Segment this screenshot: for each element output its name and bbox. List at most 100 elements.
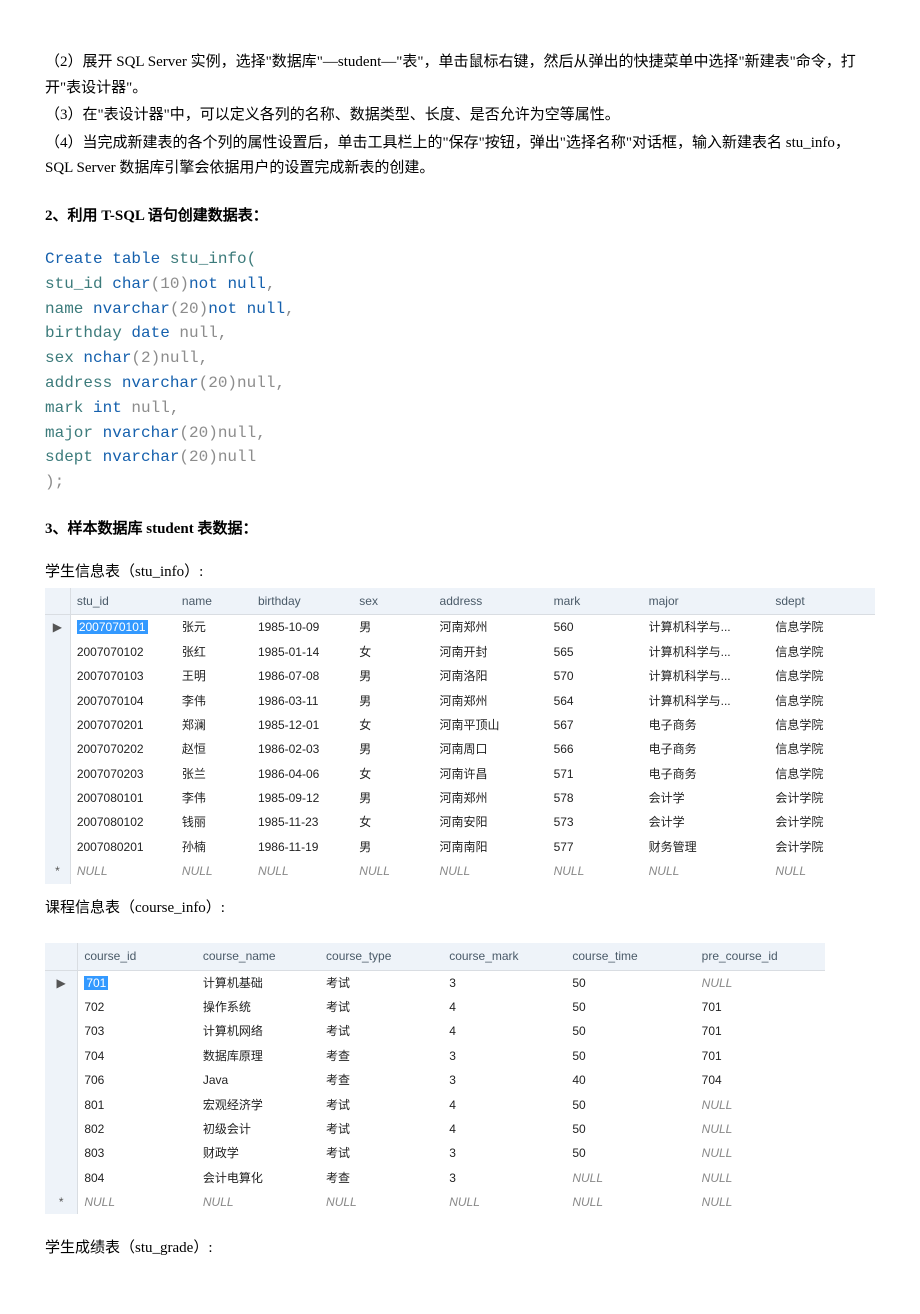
table-cell[interactable]: 计算机科学与...	[643, 664, 770, 688]
table-cell[interactable]: 计算机科学与...	[643, 615, 770, 640]
table-cell[interactable]: NULL	[769, 859, 875, 883]
table-cell[interactable]: NULL	[548, 859, 643, 883]
table-cell[interactable]: 4	[443, 1093, 566, 1117]
table-cell[interactable]: 赵恒	[176, 737, 252, 761]
table-cell[interactable]: 802	[78, 1117, 197, 1141]
table-cell[interactable]: 570	[548, 664, 643, 688]
table-cell[interactable]: 803	[78, 1141, 197, 1165]
table-cell[interactable]: 女	[353, 810, 433, 834]
table-cell[interactable]: 4	[443, 995, 566, 1019]
table-cell[interactable]: 50	[566, 1044, 695, 1068]
column-header[interactable]: major	[643, 588, 770, 615]
table-cell[interactable]: 50	[566, 1019, 695, 1043]
table-cell[interactable]: 50	[566, 1141, 695, 1165]
table-cell[interactable]: 操作系统	[197, 995, 320, 1019]
table-row[interactable]: 2007070203张兰1986-04-06女河南许昌571电子商务信息学院	[45, 762, 875, 786]
table-row[interactable]: 2007080101李伟1985-09-12男河南郑州578会计学会计学院	[45, 786, 875, 810]
table-row[interactable]: 706Java考查340704	[45, 1068, 825, 1092]
table-cell[interactable]: 会计学院	[769, 786, 875, 810]
table-cell[interactable]: 电子商务	[643, 713, 770, 737]
table-cell[interactable]: 40	[566, 1068, 695, 1092]
table-cell[interactable]: 571	[548, 762, 643, 786]
table-cell[interactable]: 河南开封	[434, 640, 548, 664]
table-cell[interactable]: NULL	[443, 1190, 566, 1214]
table-cell[interactable]: 考试	[320, 1117, 443, 1141]
table-cell[interactable]: NULL	[78, 1190, 197, 1214]
table-cell[interactable]: 女	[353, 713, 433, 737]
table-cell[interactable]: NULL	[696, 1093, 825, 1117]
table-cell[interactable]: 考试	[320, 1093, 443, 1117]
table-row[interactable]: 803财政学考试350NULL	[45, 1141, 825, 1165]
table-cell[interactable]: 573	[548, 810, 643, 834]
table-row[interactable]: 802初级会计考试450NULL	[45, 1117, 825, 1141]
table-cell[interactable]: 李伟	[176, 689, 252, 713]
table-cell[interactable]: 2007070103	[70, 664, 176, 688]
table-cell[interactable]: 男	[353, 737, 433, 761]
table-cell[interactable]: 50	[566, 1093, 695, 1117]
table-cell[interactable]: 会计学	[643, 786, 770, 810]
table-cell[interactable]: 会计学院	[769, 810, 875, 834]
table-row[interactable]: 702操作系统考试450701	[45, 995, 825, 1019]
table-row[interactable]: 801宏观经济学考试450NULL	[45, 1093, 825, 1117]
table-cell[interactable]: 孙楠	[176, 835, 252, 859]
table-cell[interactable]: 1986-11-19	[252, 835, 353, 859]
table-cell[interactable]: NULL	[320, 1190, 443, 1214]
table-cell[interactable]: 1985-10-09	[252, 615, 353, 640]
table-cell[interactable]: 信息学院	[769, 762, 875, 786]
table-cell[interactable]: 1986-07-08	[252, 664, 353, 688]
table-cell[interactable]: 电子商务	[643, 762, 770, 786]
table-row[interactable]: 2007070103王明1986-07-08男河南洛阳570计算机科学与...信…	[45, 664, 875, 688]
table-cell[interactable]: 801	[78, 1093, 197, 1117]
table-cell[interactable]: 565	[548, 640, 643, 664]
table-cell[interactable]: 703	[78, 1019, 197, 1043]
table-cell[interactable]: 3	[443, 1044, 566, 1068]
table-cell[interactable]: 578	[548, 786, 643, 810]
table-cell[interactable]: 考试	[320, 1141, 443, 1165]
table-cell[interactable]: 577	[548, 835, 643, 859]
table-row[interactable]: 804会计电算化考查3NULLNULL	[45, 1166, 825, 1190]
table-cell[interactable]: 50	[566, 970, 695, 995]
table-cell[interactable]: 考试	[320, 995, 443, 1019]
table-cell[interactable]: 3	[443, 1166, 566, 1190]
table-row[interactable]: *NULLNULLNULLNULLNULLNULL	[45, 1190, 825, 1214]
table-cell[interactable]: 信息学院	[769, 713, 875, 737]
table-cell[interactable]: NULL	[252, 859, 353, 883]
table-cell[interactable]: NULL	[353, 859, 433, 883]
table-row[interactable]: 704数据库原理考查350701	[45, 1044, 825, 1068]
table-cell[interactable]: 4	[443, 1019, 566, 1043]
table-row[interactable]: ▶701计算机基础考试350NULL	[45, 970, 825, 995]
table-cell[interactable]: 会计电算化	[197, 1166, 320, 1190]
table-cell[interactable]: 张兰	[176, 762, 252, 786]
table-cell[interactable]: 宏观经济学	[197, 1093, 320, 1117]
table-cell[interactable]: 1985-11-23	[252, 810, 353, 834]
table-cell[interactable]: 计算机网络	[197, 1019, 320, 1043]
table-row[interactable]: 2007070104李伟1986-03-11男河南郑州564计算机科学与...信…	[45, 689, 875, 713]
table-cell[interactable]: 560	[548, 615, 643, 640]
table-cell[interactable]: 郑澜	[176, 713, 252, 737]
table-cell[interactable]: NULL	[176, 859, 252, 883]
table-cell[interactable]: 计算机科学与...	[643, 640, 770, 664]
table-cell[interactable]: 信息学院	[769, 615, 875, 640]
table-cell[interactable]: 男	[353, 835, 433, 859]
table-cell[interactable]: 考查	[320, 1166, 443, 1190]
table-cell[interactable]: 河南平顶山	[434, 713, 548, 737]
table-cell[interactable]: NULL	[643, 859, 770, 883]
table-cell[interactable]: 804	[78, 1166, 197, 1190]
table-cell[interactable]: 女	[353, 762, 433, 786]
table-cell[interactable]: 2007080102	[70, 810, 176, 834]
table-cell[interactable]: 考试	[320, 970, 443, 995]
table-cell[interactable]: NULL	[197, 1190, 320, 1214]
column-header[interactable]: pre_course_id	[696, 943, 825, 970]
table-cell[interactable]: 会计学院	[769, 835, 875, 859]
table-cell[interactable]: 567	[548, 713, 643, 737]
table-cell[interactable]: 电子商务	[643, 737, 770, 761]
column-header[interactable]: sex	[353, 588, 433, 615]
table-cell[interactable]: Java	[197, 1068, 320, 1092]
table-cell[interactable]: 财务管理	[643, 835, 770, 859]
table-cell[interactable]: 张红	[176, 640, 252, 664]
table-cell[interactable]: 考查	[320, 1068, 443, 1092]
table-cell[interactable]: 计算机科学与...	[643, 689, 770, 713]
table-row[interactable]: *NULLNULLNULLNULLNULLNULLNULLNULL	[45, 859, 875, 883]
table-cell[interactable]: NULL	[566, 1190, 695, 1214]
table-cell[interactable]: 河南洛阳	[434, 664, 548, 688]
